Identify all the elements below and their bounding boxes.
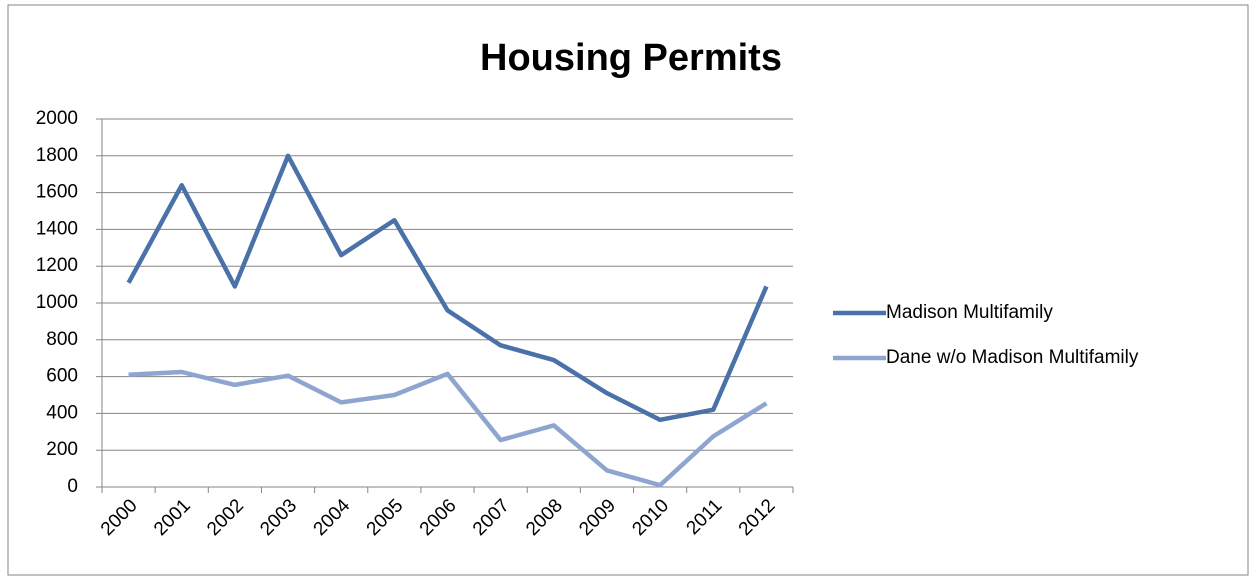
legend-label: Madison Multifamily	[886, 302, 1053, 323]
series-line	[126, 153, 769, 423]
x-tick-label: 2002	[203, 495, 248, 540]
y-tick-label: 1800	[36, 145, 78, 166]
chart-frame	[7, 4, 1249, 576]
y-tick-label: 1200	[36, 255, 78, 276]
y-tick-label: 600	[46, 366, 78, 387]
y-tick-label: 1600	[36, 182, 78, 203]
x-tick-label: 2007	[469, 495, 514, 540]
y-tick-label: 2000	[36, 108, 78, 129]
chart-title: Housing Permits	[480, 37, 782, 79]
x-tick-label: 2004	[310, 495, 355, 540]
x-tick-label: 2001	[150, 495, 195, 540]
x-tick-label: 2010	[628, 495, 673, 540]
x-tick-label: 2011	[683, 495, 727, 539]
x-tick-label: 2003	[256, 495, 301, 540]
y-tick-label: 200	[46, 439, 78, 460]
legend-label: Dane w/o Madison Multifamily	[886, 347, 1139, 368]
x-tick-label: 2012	[735, 495, 780, 540]
y-tick-label: 400	[46, 402, 78, 423]
series-line	[128, 369, 768, 488]
y-tick-label: 800	[46, 329, 78, 350]
x-tick-label: 2009	[575, 495, 620, 540]
x-tick-label: 2000	[97, 495, 142, 540]
x-tick-label: 2005	[363, 495, 408, 540]
y-tick-label: 0	[67, 476, 78, 497]
x-tick-label: 2008	[522, 495, 567, 540]
y-tick-label: 1400	[36, 218, 78, 239]
x-tick-label: 2006	[416, 495, 461, 540]
y-tick-label: 1000	[36, 292, 78, 313]
